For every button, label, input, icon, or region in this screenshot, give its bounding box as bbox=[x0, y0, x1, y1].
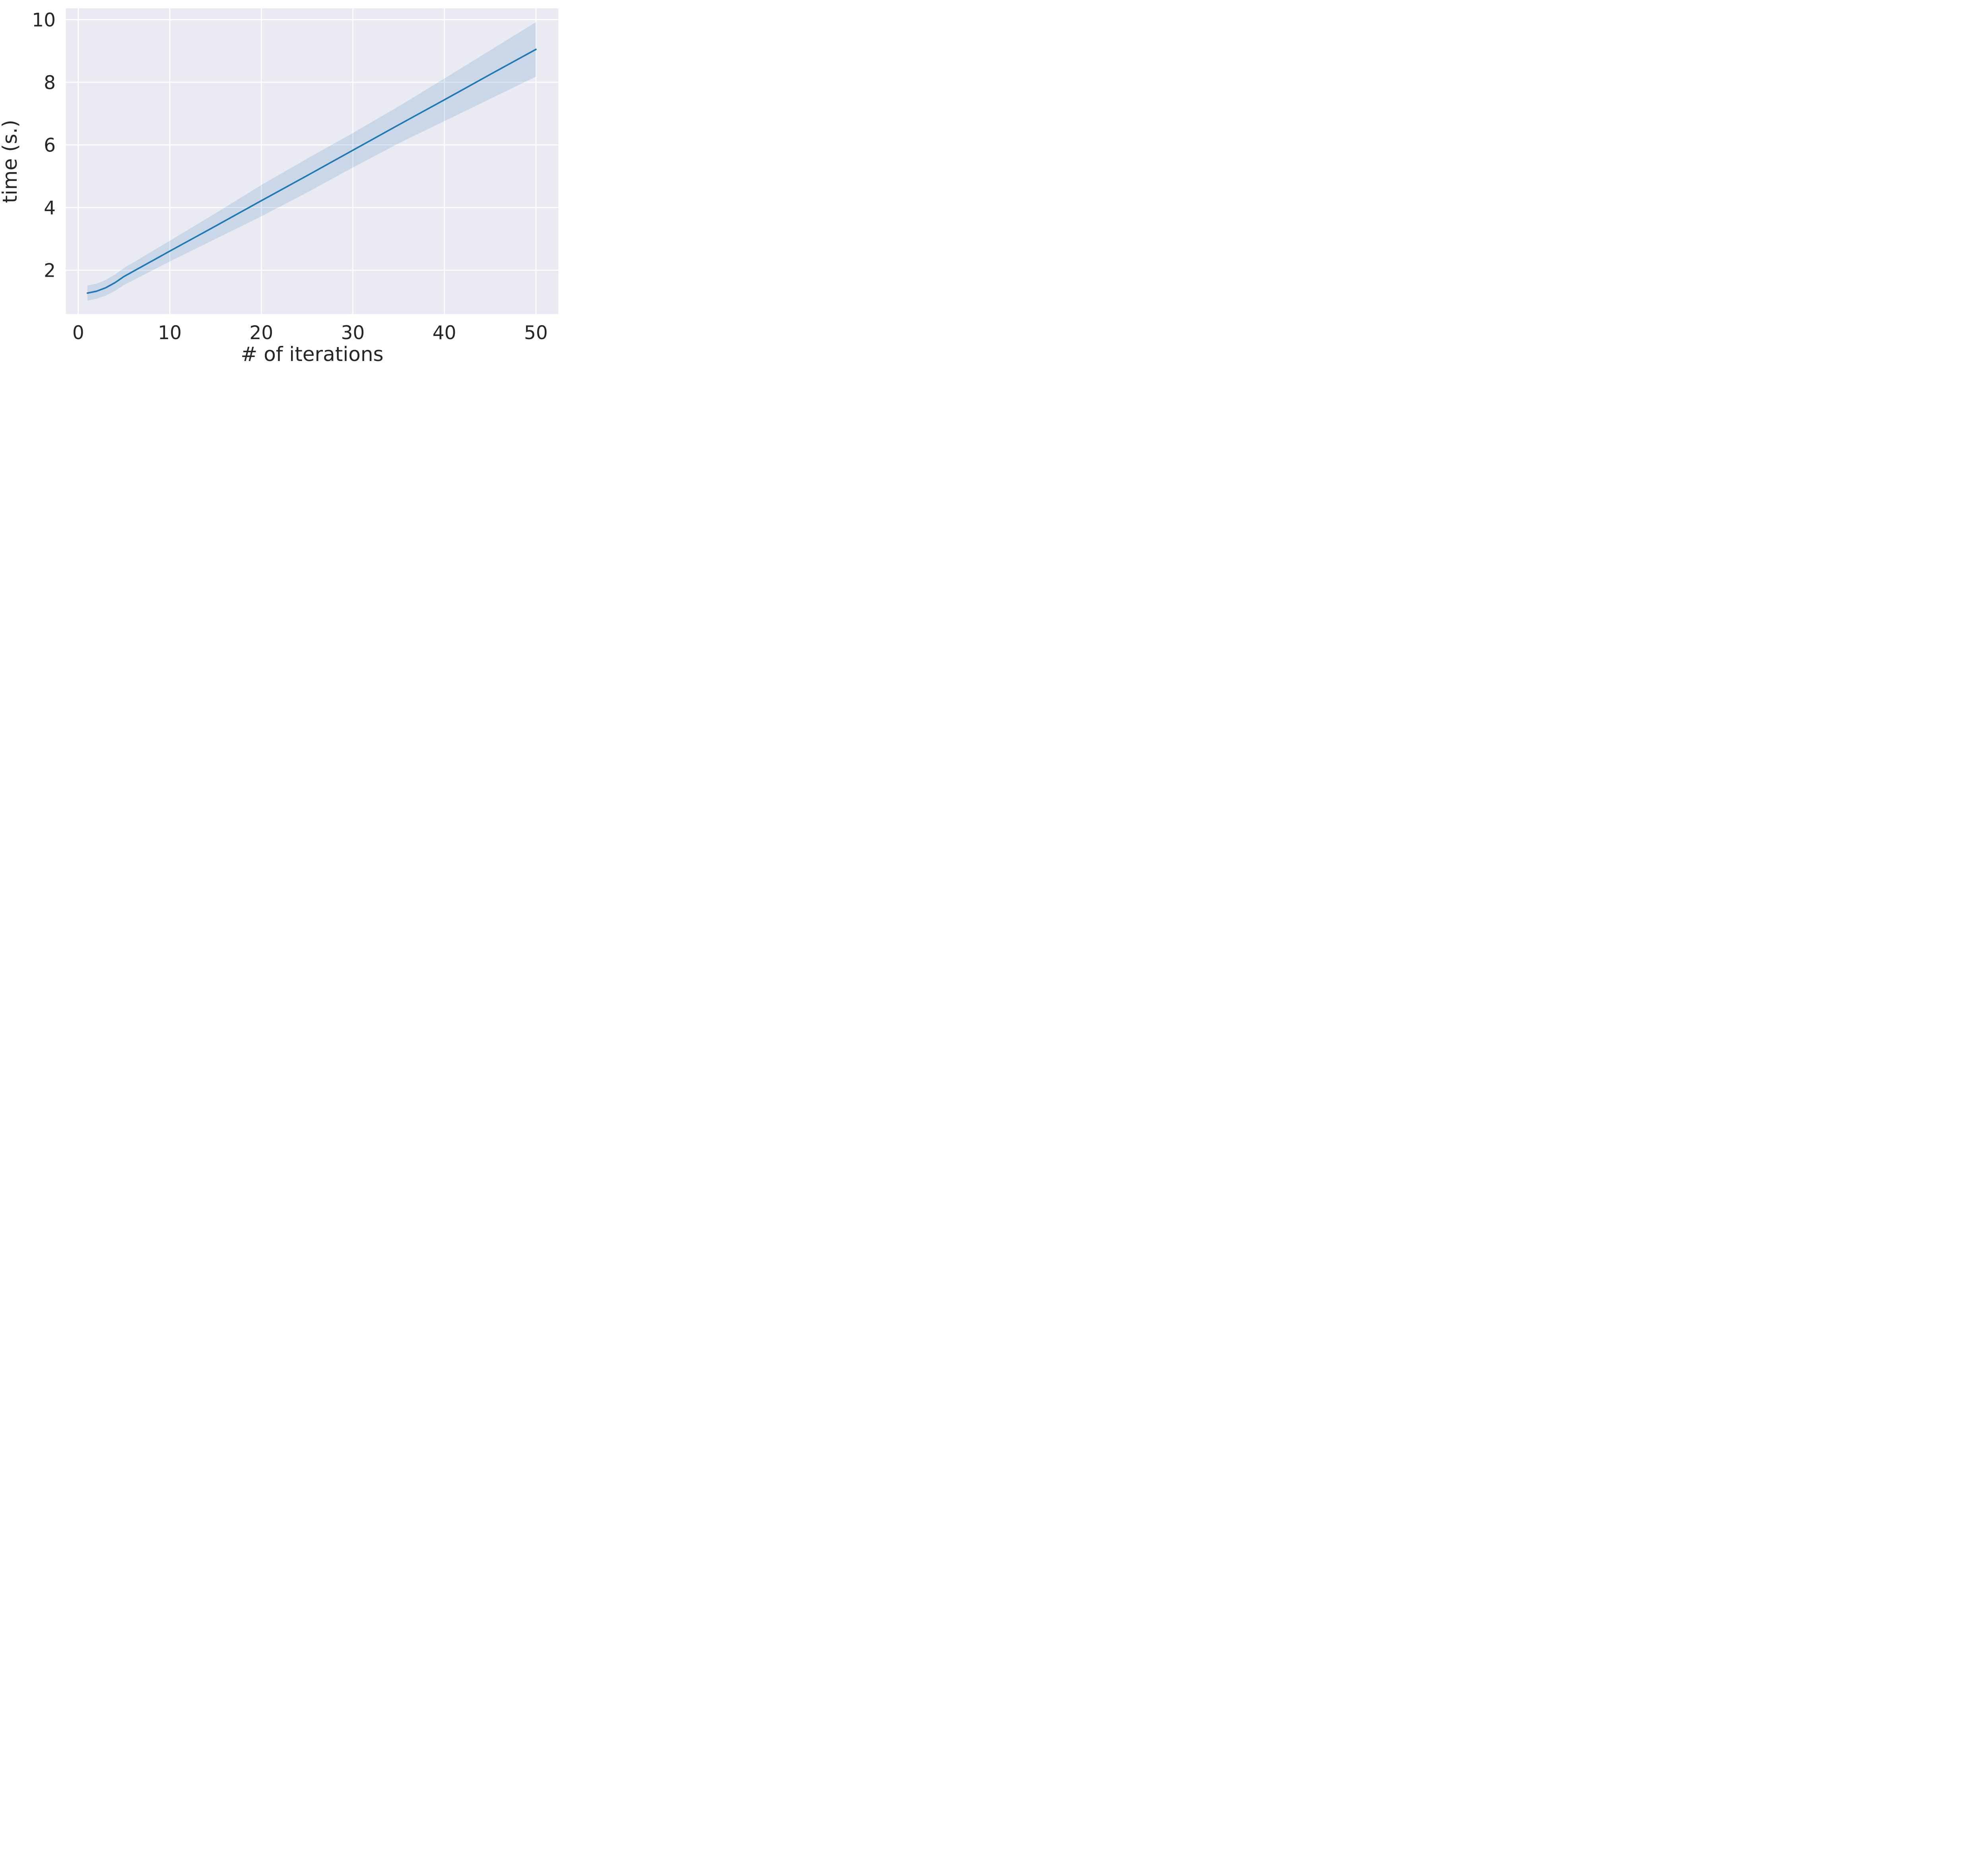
y-tick-label: 2 bbox=[44, 260, 56, 282]
x-tick-label: 40 bbox=[433, 322, 456, 344]
plot-area: 0 10 20 30 40 50 2 4 6 8 10 bbox=[32, 8, 559, 344]
line-chart: 0 10 20 30 40 50 2 4 6 8 10 # of iterations time (… bbox=[0, 8, 559, 366]
y-tick-label: 4 bbox=[44, 197, 56, 219]
y-tick-label: 6 bbox=[44, 135, 56, 157]
x-tick-label: 30 bbox=[341, 322, 365, 344]
x-tick-label: 0 bbox=[72, 322, 84, 344]
x-tick-label: 50 bbox=[524, 322, 548, 344]
confidence-band bbox=[87, 22, 536, 301]
x-tick-label: 20 bbox=[249, 322, 273, 344]
y-tick-label: 8 bbox=[44, 72, 56, 94]
y-tick-label: 10 bbox=[32, 9, 56, 31]
x-tick-label: 10 bbox=[158, 322, 182, 344]
y-axis-label: time (s.) bbox=[0, 120, 21, 203]
figure: 0 10 20 30 40 50 2 4 6 8 10 # of iterations time (… bbox=[0, 0, 566, 373]
trend-line bbox=[86, 49, 537, 294]
x-axis-label: # of iterations bbox=[241, 343, 383, 366]
